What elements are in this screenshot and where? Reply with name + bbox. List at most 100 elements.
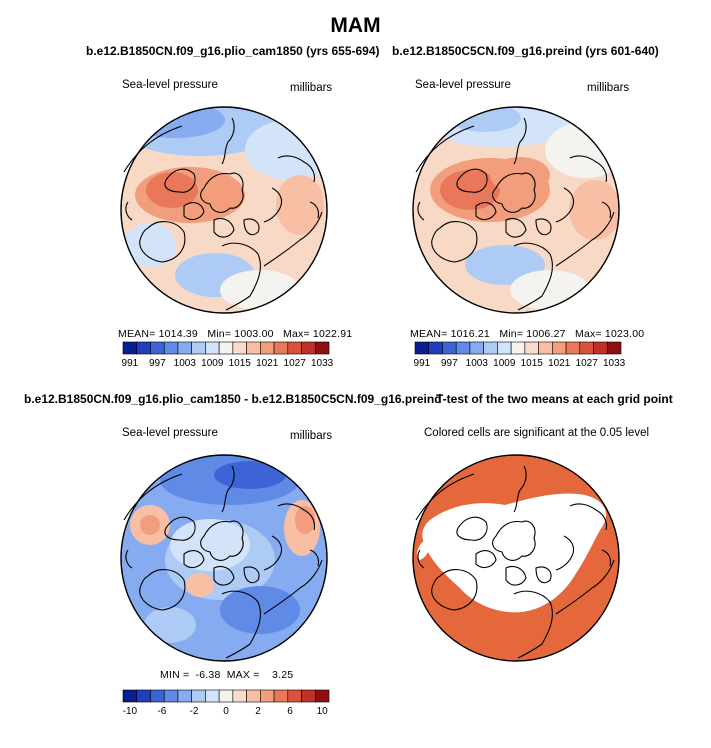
colorbar-swatch [260,341,275,355]
colorbar-tick-label: 1003 [174,358,197,369]
colorbar-tick-label: 2 [255,706,261,717]
colorbar-swatch [205,689,220,703]
panel-4-map [412,454,620,662]
figure-title: MAM [330,14,381,37]
panel-1-min-label: Min= [207,328,232,340]
colorbar-swatch [301,689,316,703]
panel-3-map-border [120,454,328,662]
panel-4-nonsignificant-region [422,493,607,613]
colorbar-swatch [150,341,165,355]
colorbar-swatch [136,689,151,703]
panel-1-variable: Sea-level pressure [122,79,218,91]
panel-1-units: millibars [290,82,333,94]
panel-2-mean: 1016.21 [450,328,490,340]
colorbar-swatch [414,341,430,355]
colorbar-swatch [122,341,138,355]
panel-2-map-border [412,106,620,314]
colorbar-swatch [510,341,526,355]
panel-4-note: Colored cells are significant at the 0.0… [424,427,650,439]
panel-3-title: b.e12.B1850CN.f09_g16.plio_cam1850 - b.e… [24,392,442,406]
colorbar-swatch [177,341,192,355]
colorbar-tick-label: 1027 [284,358,307,369]
panel-4-nonsignificant-patch [417,540,429,560]
panel-2-mean-label: MEAN= [410,328,448,340]
colorbar-swatch [273,341,289,355]
panel-2-units: millibars [587,82,630,94]
panel-1-title: b.e12.B1850CN.f09_g16.plio_cam1850 (yrs … [86,44,380,58]
colorbar-tick-label: 991 [122,358,139,369]
colorbar-swatch [483,341,498,355]
panel-1-map [120,106,328,314]
colorbar-swatch [122,689,138,703]
colorbar-swatch [191,689,206,703]
panel-2-variable: Sea-level pressure [415,79,511,91]
panel-2-colorbar: 991 997 1003 1009 1015 1021 1027 1033 [414,341,626,369]
colorbar-swatch [497,341,512,355]
colorbar-swatch [232,689,247,703]
colorbar-swatch [442,341,457,355]
panel-2-max-label: Max= [575,328,602,340]
colorbar-swatch [246,689,261,703]
panel-3-colorbar: -10 -6 -2 0 2 6 10 [122,689,330,717]
colorbar-swatch [579,341,594,355]
colorbar-swatch [163,689,179,703]
colorbar-tick-label: -2 [190,706,199,717]
colorbar-swatch [205,341,220,355]
panel-3-variable: Sea-level pressure [122,427,218,439]
colorbar-tick-label: 1021 [256,358,279,369]
panel-1-max: 1022.91 [312,328,353,340]
panel-2-title: b.e12.B1850C5CN.f09_g16.preind (yrs 601-… [392,44,659,58]
colorbar-tick-label: 991 [414,358,431,369]
panel-3-min: -6.38 [195,669,221,681]
colorbar-tick-label: 1021 [548,358,571,369]
colorbar-swatch [606,341,622,355]
panel-4-title: T-test of the two means at each grid poi… [436,392,673,406]
colorbar-swatch [191,341,206,355]
panel-4-field [413,455,619,661]
colorbar-swatch [565,341,581,355]
colorbar-swatch [538,341,553,355]
colorbar-tick-label: 997 [441,358,458,369]
colorbar-swatch [136,341,151,355]
colorbar-tick-label: 1015 [229,358,252,369]
colorbar-swatch [593,341,608,355]
panel-2-map [412,106,620,314]
colorbar-tick-label: -6 [157,706,166,717]
colorbar-swatch [469,341,484,355]
panel-3-units: millibars [290,430,333,442]
colorbar-swatch [218,341,234,355]
colorbar-tick-label: 1003 [466,358,489,369]
colorbar-tick-label: 1009 [493,358,516,369]
panel-1-map-border [120,106,328,314]
colorbar-swatch [428,341,443,355]
colorbar-swatch [301,341,316,355]
panel-2-min-label: Min= [499,328,524,340]
colorbar-tick-label: 10 [317,706,329,717]
colorbar-swatch [287,689,302,703]
panel-3-max: 3.25 [272,669,294,681]
panel-1-min: 1003.00 [234,328,274,340]
colorbar-swatch [218,689,234,703]
colorbar-swatch [524,341,539,355]
panel-2-stats: MEAN= 1016.21 Min= 1006.27 Max= 1023.00 [410,328,644,340]
colorbar-tick-label: 1015 [521,358,544,369]
panel-2-min: 1006.27 [526,328,566,340]
colorbar-tick-label: -10 [123,706,138,717]
panel-3-field [121,455,327,661]
panel-1-mean-label: MEAN= [118,328,156,340]
panel-1-colorbar: 991 997 1003 1009 1015 1021 1027 1033 [122,341,334,369]
colorbar-swatch [273,689,289,703]
colorbar-swatch [552,341,567,355]
colorbar-swatch [260,689,275,703]
colorbar-tick-label: 997 [149,358,166,369]
colorbar-tick-label: 1033 [311,358,334,369]
panel-1-stats: MEAN= 1014.39 Min= 1003.00 Max= 1022.91 [118,328,352,340]
panel-2-max: 1023.00 [604,328,645,340]
colorbar-swatch [246,341,261,355]
colorbar-tick-label: 1009 [201,358,224,369]
colorbar-swatch [455,341,471,355]
panel-1-field [121,107,327,313]
panel-2-field [413,107,619,313]
